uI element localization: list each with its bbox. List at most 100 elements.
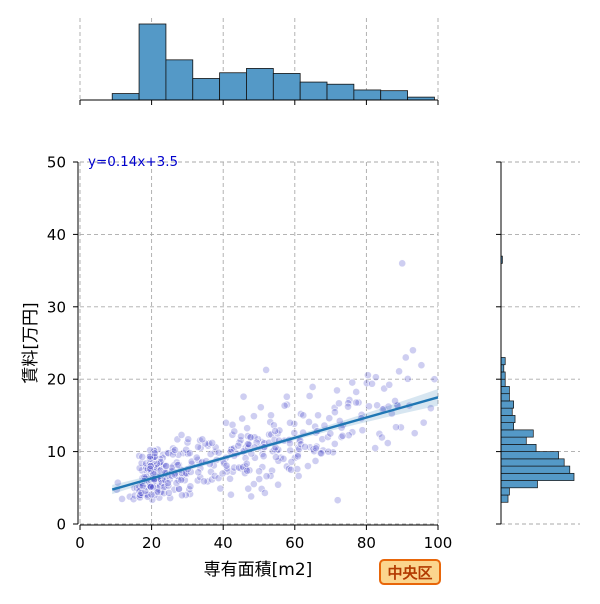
scatter-point xyxy=(164,489,173,497)
scatter-point xyxy=(383,439,392,447)
scatter-point xyxy=(335,399,343,408)
scatter-point xyxy=(260,489,269,497)
scatter-point xyxy=(299,411,308,420)
y-histogram-bar xyxy=(500,451,559,460)
x-histogram-bar xyxy=(219,72,247,101)
scatter-point xyxy=(272,453,280,462)
scatter-point xyxy=(146,446,155,455)
x-histogram-bar xyxy=(165,59,194,101)
scatter-point xyxy=(165,475,174,484)
scatter-point xyxy=(391,397,399,405)
y-histogram-bar xyxy=(500,472,575,481)
scatter-point xyxy=(223,467,231,476)
y-tick-label: 40 xyxy=(47,226,66,244)
scatter-point xyxy=(167,463,176,472)
scatter-point xyxy=(146,454,154,463)
scatter-point xyxy=(160,483,168,491)
y-histogram-bar xyxy=(500,422,514,431)
scatter-point xyxy=(255,467,263,476)
scatter-point xyxy=(135,451,144,460)
y-histogram-bar xyxy=(500,444,537,452)
scatter-point xyxy=(162,462,170,471)
scatter-point xyxy=(317,449,326,458)
scatter-point xyxy=(409,346,417,355)
scatter-point xyxy=(426,404,435,413)
y-tick-label: 50 xyxy=(47,154,66,172)
x-histogram-bar xyxy=(272,73,301,101)
scatter-point xyxy=(146,464,154,473)
scatter-point xyxy=(194,468,203,477)
scatter-point xyxy=(358,426,367,435)
scatter-point xyxy=(177,431,186,439)
scatter-point xyxy=(178,491,186,500)
scatter-point xyxy=(201,439,210,448)
scatter-point xyxy=(324,447,333,456)
y-histogram-bar xyxy=(500,407,513,416)
regression-line xyxy=(111,396,439,491)
scatter-point xyxy=(200,477,208,486)
scatter-point xyxy=(246,433,255,442)
scatter-point xyxy=(146,482,155,491)
scatter-point xyxy=(138,453,147,461)
scatter-point xyxy=(147,490,156,499)
y-histogram-bar xyxy=(500,393,510,402)
scatter-point xyxy=(118,494,126,503)
x-histogram-bar xyxy=(111,93,140,101)
scatter-point xyxy=(185,449,194,458)
x-tick-label: 20 xyxy=(142,534,161,552)
scatter-point xyxy=(237,432,245,441)
scatter-point xyxy=(297,440,305,449)
scatter-point xyxy=(287,465,295,474)
scatter-point xyxy=(312,444,320,453)
scatter-point xyxy=(378,433,386,442)
scatter-point xyxy=(301,442,309,451)
scatter-point xyxy=(373,401,382,410)
scatter-point xyxy=(368,379,376,388)
scatter-point xyxy=(135,464,144,472)
scatter-point xyxy=(326,429,335,438)
scatter-point xyxy=(185,485,194,494)
scatter-point xyxy=(249,480,258,488)
scatter-point xyxy=(352,398,360,407)
scatter-point xyxy=(259,452,268,461)
scatter-point xyxy=(171,446,179,454)
scatter-point xyxy=(265,430,273,439)
scatter-point xyxy=(295,445,304,453)
x-histogram-bar xyxy=(353,89,382,101)
scatter-point xyxy=(419,418,428,427)
scatter-points xyxy=(112,259,439,505)
y-histogram-bar xyxy=(500,357,506,366)
scatter-point xyxy=(173,461,182,469)
scatter-point xyxy=(285,464,293,473)
scatter-point xyxy=(371,444,380,452)
right-histogram xyxy=(500,255,575,503)
scatter-point xyxy=(243,466,252,475)
scatter-point xyxy=(141,487,150,496)
x-histogram-bar xyxy=(192,78,221,101)
scatter-point xyxy=(262,472,271,481)
x-histogram-bar xyxy=(138,23,167,101)
y-tick-label: 0 xyxy=(56,516,66,534)
y-histogram-bar xyxy=(500,465,571,474)
x-tick-label: 0 xyxy=(75,534,85,552)
scatter-point xyxy=(256,403,265,412)
scatter-point xyxy=(395,367,403,376)
scatter-point xyxy=(186,482,195,491)
scatter-point xyxy=(311,457,320,465)
x-histogram-bar xyxy=(246,68,274,101)
scatter-point xyxy=(244,484,253,493)
scatter-point xyxy=(333,496,342,505)
scatter-point xyxy=(168,450,177,459)
y-histogram-bar xyxy=(500,415,516,423)
scatter-point xyxy=(331,408,339,417)
scatter-point xyxy=(146,452,154,461)
scatter-point xyxy=(293,465,302,473)
scatter-point xyxy=(325,414,334,423)
scatter-point xyxy=(392,423,400,432)
scatter-point xyxy=(267,411,275,420)
scatter-point xyxy=(216,484,225,493)
top-histogram xyxy=(111,23,435,101)
scatter-point xyxy=(314,411,322,420)
scatter-point xyxy=(187,457,196,466)
y-histogram-bar xyxy=(500,386,510,395)
